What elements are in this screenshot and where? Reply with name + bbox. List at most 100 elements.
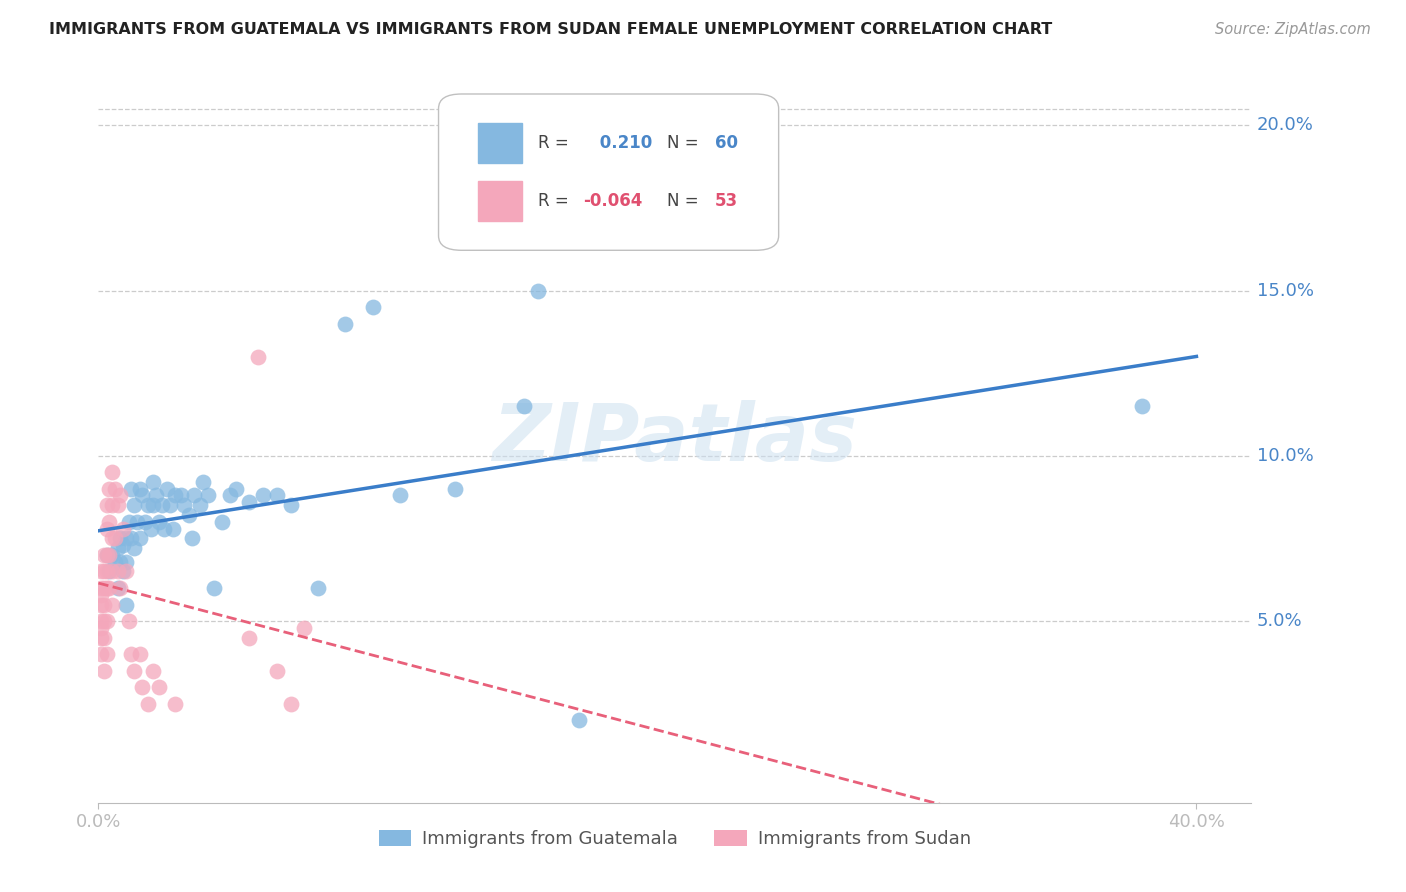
Point (252, 488, 274, 502)
Point (96, 548, 118, 562)
Point (307, 581, 329, 595)
Point (513, 399, 536, 413)
Point (292, 621, 315, 635)
Text: R =: R = (537, 193, 568, 211)
Point (142, 499, 165, 513)
Point (183, 488, 205, 502)
Point (238, 495, 260, 509)
Point (526, 284, 548, 298)
Point (98, 581, 121, 595)
Point (115, 565, 138, 579)
Point (568, 713, 591, 727)
Point (120, 647, 142, 661)
Point (101, 466, 124, 480)
Point (110, 532, 132, 546)
Point (225, 482, 247, 496)
Point (142, 664, 165, 678)
Text: ZIPatlas: ZIPatlas (492, 401, 858, 478)
Point (1130, 399, 1153, 413)
Point (101, 499, 124, 513)
Bar (478, 181, 522, 221)
Point (96, 499, 118, 513)
Point (156, 482, 179, 496)
Point (93, 565, 115, 579)
Point (197, 488, 219, 502)
Point (115, 598, 138, 612)
Point (107, 565, 129, 579)
Point (101, 532, 124, 546)
Point (122, 664, 145, 678)
Text: 60: 60 (716, 134, 738, 152)
Point (128, 482, 150, 496)
Point (180, 532, 202, 546)
Point (93, 598, 115, 612)
Point (104, 532, 127, 546)
Point (280, 499, 302, 513)
Point (93, 614, 115, 628)
Text: 5.0%: 5.0% (1257, 612, 1302, 630)
Point (280, 697, 302, 711)
Point (90, 598, 112, 612)
Point (112, 522, 135, 536)
Text: 53: 53 (716, 193, 738, 211)
Text: Source: ZipAtlas.com: Source: ZipAtlas.com (1215, 22, 1371, 37)
Point (90, 621, 112, 635)
Text: 0.210: 0.210 (595, 134, 652, 152)
Point (90, 614, 112, 628)
Point (266, 664, 288, 678)
Text: N =: N = (666, 134, 699, 152)
Point (110, 488, 132, 502)
Point (96, 522, 118, 536)
Point (112, 565, 135, 579)
Point (104, 482, 127, 496)
Point (101, 598, 124, 612)
Point (148, 680, 170, 694)
Point (122, 499, 145, 513)
Point (107, 541, 129, 556)
Point (90, 565, 112, 579)
Point (117, 515, 139, 529)
Text: 20.0%: 20.0% (1257, 116, 1313, 135)
Text: 10.0%: 10.0% (1257, 447, 1313, 465)
Legend: Immigrants from Guatemala, Immigrants from Sudan: Immigrants from Guatemala, Immigrants fr… (371, 822, 979, 855)
Point (134, 515, 156, 529)
Point (96, 647, 118, 661)
Point (136, 499, 159, 513)
Point (90, 631, 112, 645)
Point (148, 515, 170, 529)
Text: N =: N = (666, 193, 699, 211)
Point (98, 548, 121, 562)
Point (93, 548, 115, 562)
Point (125, 515, 148, 529)
Point (335, 317, 357, 331)
Point (211, 515, 233, 529)
Point (110, 581, 132, 595)
Point (139, 522, 162, 536)
Point (98, 515, 121, 529)
Point (246, 350, 269, 364)
Point (131, 680, 153, 694)
Text: -0.064: -0.064 (582, 193, 643, 211)
Point (93, 581, 115, 595)
FancyBboxPatch shape (439, 94, 779, 251)
Text: R =: R = (537, 134, 568, 152)
Point (444, 482, 467, 496)
Point (266, 488, 288, 502)
Point (145, 488, 167, 502)
Point (101, 565, 124, 579)
Point (98, 482, 121, 496)
Point (162, 522, 184, 536)
Text: 15.0%: 15.0% (1257, 282, 1313, 300)
Point (90, 581, 112, 595)
Point (361, 300, 384, 314)
Text: IMMIGRANTS FROM GUATEMALA VS IMMIGRANTS FROM SUDAN FEMALE UNEMPLOYMENT CORRELATI: IMMIGRANTS FROM GUATEMALA VS IMMIGRANTS … (49, 22, 1053, 37)
Point (128, 532, 150, 546)
Point (107, 581, 129, 595)
Point (93, 664, 115, 678)
Point (93, 631, 115, 645)
Point (173, 499, 195, 513)
Point (202, 581, 225, 595)
Point (90, 588, 112, 602)
Point (165, 697, 187, 711)
Point (136, 697, 159, 711)
